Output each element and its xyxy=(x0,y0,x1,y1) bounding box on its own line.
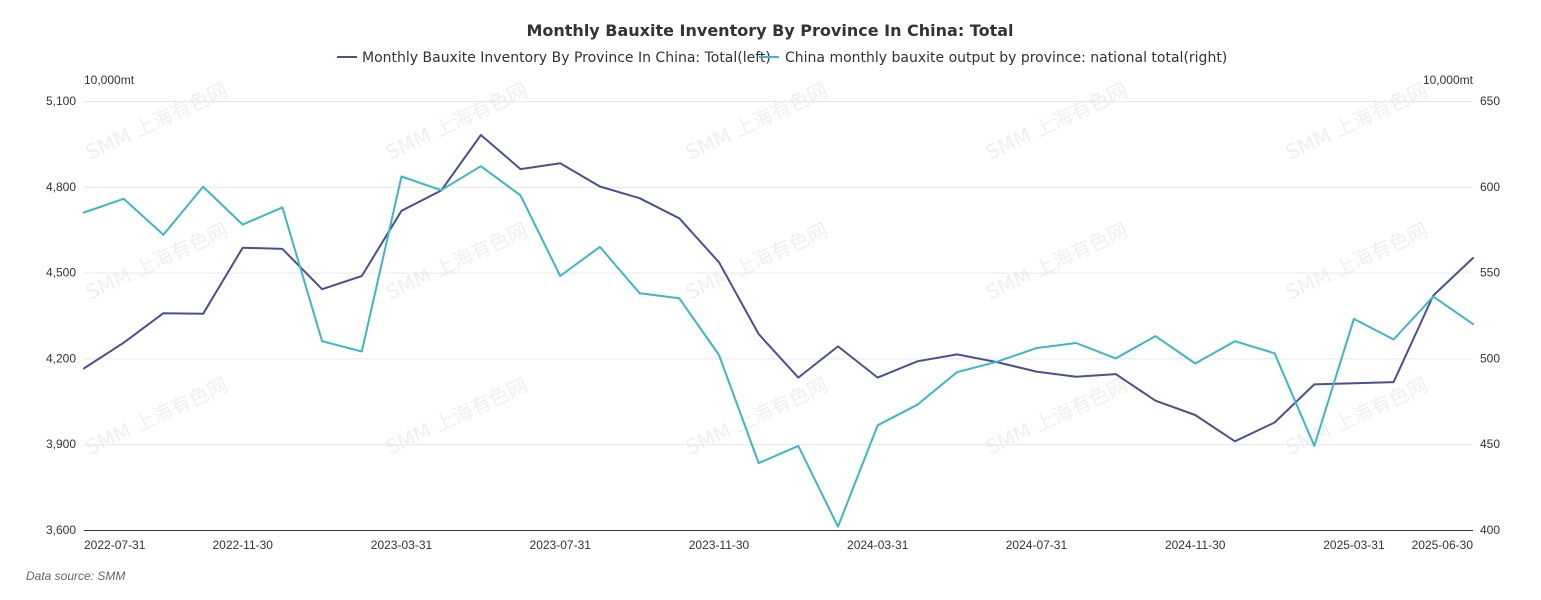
right-tick-label: 650 xyxy=(1480,94,1500,108)
left-tick-label: 4,500 xyxy=(46,266,76,280)
data-source: Data source: SMM xyxy=(26,569,125,583)
watermark-text: SMM 上海有色网 xyxy=(982,78,1131,165)
x-tick-label: 2023-03-31 xyxy=(371,538,433,552)
watermark-text: SMM 上海有色网 xyxy=(382,78,531,165)
watermark-text: SMM 上海有色网 xyxy=(982,218,1131,305)
watermark-text: SMM 上海有色网 xyxy=(382,218,531,305)
left-axis-unit: 10,000mt xyxy=(84,73,135,87)
right-axis-ticks: 400 450 500 550 600 650 xyxy=(1480,94,1500,537)
watermark-layer: SMM 上海有色网 SMM 上海有色网 SMM 上海有色网 SMM 上海有色网 SMM … xyxy=(82,78,1431,460)
x-tick-label: 2025-03-31 xyxy=(1323,538,1385,552)
watermark-text: SMM 上海有色网 xyxy=(1282,78,1431,165)
right-tick-label: 500 xyxy=(1480,351,1500,365)
watermark-text: SMM 上海有色网 xyxy=(682,373,831,460)
x-tick-label: 2025-06-30 xyxy=(1412,538,1474,552)
left-tick-label: 4,200 xyxy=(46,351,76,365)
watermark-text: SMM 上海有色网 xyxy=(82,373,231,460)
right-axis-unit: 10,000mt xyxy=(1423,73,1474,87)
x-tick-label: 2023-11-30 xyxy=(689,538,750,552)
legend-label-output[interactable]: China monthly bauxite output by province… xyxy=(785,50,1227,66)
watermark-text: SMM 上海有色网 xyxy=(1282,373,1431,460)
left-tick-label: 3,600 xyxy=(46,523,76,537)
legend-label-inventory[interactable]: Monthly Bauxite Inventory By Province In… xyxy=(362,50,771,66)
grid-layer xyxy=(84,101,1473,446)
right-tick-label: 450 xyxy=(1480,437,1500,451)
x-axis-ticks: 2022-07-31 2022-11-30 2023-03-31 2023-07-31… xyxy=(84,538,1473,552)
left-tick-label: 5,100 xyxy=(46,94,76,108)
series-line-inventory[interactable] xyxy=(83,134,1474,443)
chart-title: Monthly Bauxite Inventory By Province In… xyxy=(526,21,1013,40)
left-axis-ticks: 3,600 3,900 4,200 4,500 4,800 5,100 xyxy=(46,94,76,537)
right-tick-label: 550 xyxy=(1480,266,1500,280)
x-tick-label: 2022-11-30 xyxy=(212,538,273,552)
series-line-output[interactable] xyxy=(83,165,1474,528)
x-tick-label: 2023-07-31 xyxy=(530,538,592,552)
watermark-text: SMM 上海有色网 xyxy=(82,218,231,305)
watermark-text: SMM 上海有色网 xyxy=(682,218,831,305)
right-tick-label: 600 xyxy=(1480,180,1500,194)
watermark-text: SMM 上海有色网 xyxy=(982,373,1131,460)
series-layer xyxy=(83,134,1474,528)
watermark-text: SMM 上海有色网 xyxy=(82,78,231,165)
x-tick-label: 2024-07-31 xyxy=(1006,538,1068,552)
left-tick-label: 3,900 xyxy=(46,437,76,451)
legend[interactable]: Monthly Bauxite Inventory By Province In… xyxy=(337,50,1227,66)
x-tick-label: 2024-03-31 xyxy=(847,538,909,552)
watermark-text: SMM 上海有色网 xyxy=(1282,218,1431,305)
x-tick-label: 2022-07-31 xyxy=(84,538,146,552)
left-tick-label: 4,800 xyxy=(46,180,76,194)
right-tick-label: 400 xyxy=(1480,523,1500,537)
watermark-text: SMM 上海有色网 xyxy=(382,373,531,460)
watermark-text: SMM 上海有色网 xyxy=(682,78,831,165)
x-tick-label: 2024-11-30 xyxy=(1165,538,1226,552)
